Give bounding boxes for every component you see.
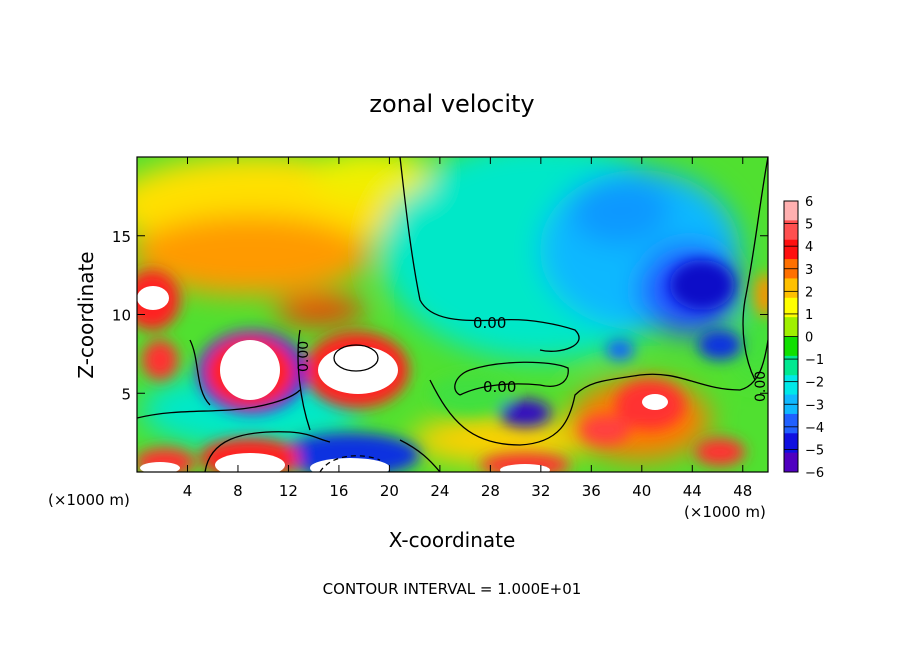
x-tick-label: 44 xyxy=(683,482,702,500)
x-tick-label: 20 xyxy=(380,482,399,500)
colorbar-swatch xyxy=(784,317,798,337)
blob-purple-center xyxy=(499,399,551,427)
contour-label-4: 0.00 xyxy=(753,371,769,402)
zero-contour-right-edge xyxy=(742,157,768,381)
zero-contour-bottom xyxy=(204,431,441,472)
colorbar-label: 6 xyxy=(805,195,813,210)
y-axis: 5 10 15 xyxy=(112,228,768,403)
blob-red-right-b xyxy=(580,415,630,445)
core-white-g xyxy=(642,394,668,410)
colorbar-label: 0 xyxy=(805,331,813,346)
core-white-d xyxy=(215,453,285,472)
core-white-c xyxy=(137,286,169,310)
colorbar-label: 5 xyxy=(805,218,813,233)
colorbar-swatch xyxy=(784,336,798,357)
colorbar-label: −2 xyxy=(805,376,824,391)
region-orange-upper xyxy=(137,215,370,295)
x-tick-label: 48 xyxy=(733,482,752,500)
x-tick-label: 32 xyxy=(531,482,550,500)
colorbar-label: 4 xyxy=(805,240,813,255)
contour-inner-ring xyxy=(333,344,379,372)
colorbar-label: −4 xyxy=(805,421,824,436)
footer-contour-interval: CONTOUR INTERVAL = 1.000E+01 xyxy=(323,580,582,598)
colorbar-swatch xyxy=(784,220,798,241)
x-tick-label: 24 xyxy=(430,482,449,500)
region-yellow-lower xyxy=(410,415,590,465)
contour-label-3: 0.00 xyxy=(296,341,312,372)
blob-red-left-lower xyxy=(142,340,178,380)
y-axis-label: Z-coordinate xyxy=(74,251,98,378)
blob-blue-bottom-mid xyxy=(280,433,420,472)
x-tick-label: 16 xyxy=(329,482,348,500)
zero-contour-left xyxy=(189,329,311,431)
core-white-f xyxy=(140,462,180,472)
region-yellow-top-center xyxy=(310,157,430,200)
x-tick-label: 36 xyxy=(582,482,601,500)
x-tick-label: 8 xyxy=(233,482,243,500)
x-unit-right: (×1000 m) xyxy=(684,503,766,521)
y-tick-label: 5 xyxy=(121,385,131,403)
x-tick-label: 40 xyxy=(632,482,651,500)
colorbar-swatch xyxy=(784,278,798,299)
region-red-upper xyxy=(275,296,365,324)
y-tick-label: 15 xyxy=(112,228,131,246)
blob-green-inner-lower xyxy=(430,375,510,415)
contour-negative-dashed xyxy=(319,455,381,472)
zero-contour-middle xyxy=(454,361,569,396)
core-white-h xyxy=(500,464,550,472)
x-axis: 4 8 12 16 20 24 28 32 36 40 44 48 xyxy=(183,157,752,500)
core-white-e xyxy=(310,458,390,472)
contour-labels: 0.00 0.00 0.00 0.00 xyxy=(296,314,769,402)
x-tick-label: 4 xyxy=(183,482,193,500)
contour-lines xyxy=(137,157,768,472)
colorbar-swatch xyxy=(784,452,798,473)
colorbar-swatch xyxy=(784,433,798,454)
zero-contour-upper xyxy=(399,157,580,352)
blob-red-right-c xyxy=(695,438,745,466)
blob-orange-right-edge xyxy=(755,273,768,317)
contour-label-1: 0.00 xyxy=(473,314,506,332)
colorbar-swatch xyxy=(784,355,798,376)
colorbar-label: 2 xyxy=(805,285,813,300)
heatmap-field: 0.00 0.00 0.00 0.00 xyxy=(137,157,769,472)
core-white-b xyxy=(318,346,398,394)
y-tick-label: 10 xyxy=(112,307,131,325)
x-tick-label: 12 xyxy=(279,482,298,500)
colorbar-label: −5 xyxy=(805,443,824,458)
region-green-right xyxy=(737,300,768,380)
contour-label-2: 0.00 xyxy=(483,378,516,396)
blob-darkblue-right xyxy=(670,260,734,310)
x-axis-label: X-coordinate xyxy=(389,528,516,552)
zero-contour-lower xyxy=(137,339,768,446)
colorbar-label: −1 xyxy=(805,353,824,368)
colorbar: 6 5 4 3 2 1 0 −1 −2 −3 −4 −5 −6 xyxy=(783,195,824,481)
colorbar-swatch xyxy=(784,375,798,396)
blob-red-bottom-c xyxy=(480,453,570,472)
colorbar-label: −3 xyxy=(805,398,824,413)
chart-title: zonal velocity xyxy=(369,90,534,118)
colorbar-swatch xyxy=(784,239,798,260)
colorbar-label: 1 xyxy=(805,308,813,323)
x-tick-label: 28 xyxy=(481,482,500,500)
colorbar-swatch xyxy=(784,413,798,434)
x-unit-left: (×1000 m) xyxy=(48,491,130,509)
colorbar-swatch xyxy=(784,297,798,318)
region-lightblue-upper-right xyxy=(570,175,670,245)
blob-blue-right-mid xyxy=(698,330,742,360)
colorbar-swatch xyxy=(784,201,798,221)
colorbar-label: 3 xyxy=(805,263,813,278)
colorbar-label: −6 xyxy=(805,466,824,481)
blob-blue-right-small xyxy=(606,340,634,360)
core-white-a xyxy=(220,340,280,400)
